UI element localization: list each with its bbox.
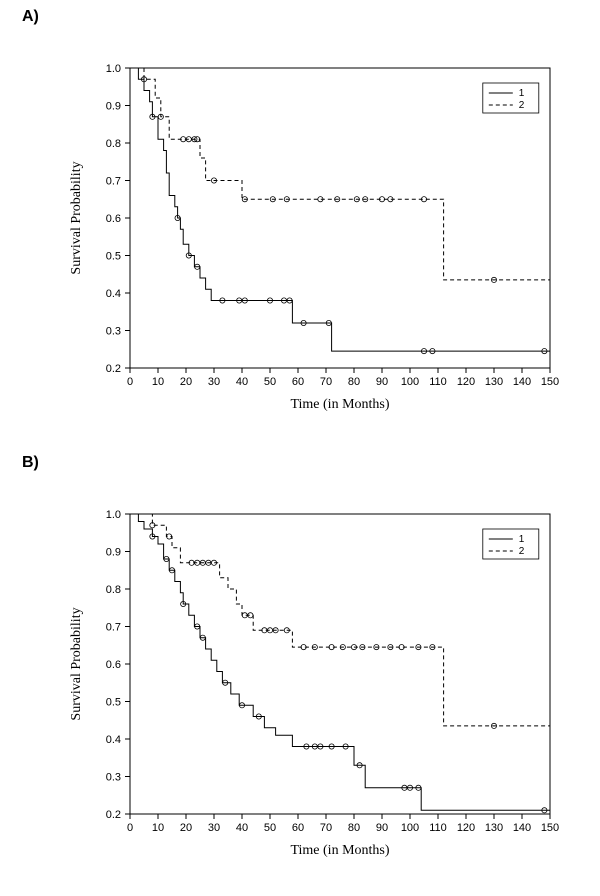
svg-text:2: 2: [519, 100, 525, 111]
svg-text:0.7: 0.7: [106, 622, 121, 634]
svg-text:140: 140: [513, 822, 531, 834]
svg-text:20: 20: [180, 376, 192, 388]
svg-text:130: 130: [485, 822, 503, 834]
svg-text:1: 1: [519, 534, 525, 545]
panel-a-label: A): [22, 8, 39, 26]
svg-text:0.3: 0.3: [106, 326, 121, 338]
svg-text:1.0: 1.0: [106, 509, 121, 521]
svg-text:0.6: 0.6: [106, 659, 121, 671]
figure-page: { "panels": { "A": { "label": "A)", "lab…: [0, 0, 600, 896]
panel-a-chart: 0 10 20 30 40 50 60 70 80 90 100 110 120 130 140 150 Tim…: [40, 54, 570, 424]
svg-text:Time (in Months): Time (in Months): [290, 397, 389, 412]
svg-text:40: 40: [236, 376, 248, 388]
svg-text:1: 1: [519, 88, 525, 99]
svg-text:80: 80: [348, 822, 360, 834]
svg-text:110: 110: [429, 822, 447, 834]
svg-text:Survival Probability: Survival Probability: [69, 607, 84, 720]
svg-text:150: 150: [541, 822, 559, 834]
svg-text:10: 10: [152, 822, 164, 834]
svg-text:10: 10: [152, 376, 164, 388]
svg-text:0.9: 0.9: [106, 547, 121, 559]
svg-text:0.8: 0.8: [106, 138, 121, 150]
svg-text:Survival Probability: Survival Probability: [69, 161, 84, 274]
svg-text:70: 70: [320, 822, 332, 834]
svg-text:0.4: 0.4: [106, 734, 121, 746]
svg-text:30: 30: [208, 822, 220, 834]
svg-text:0.5: 0.5: [106, 697, 121, 709]
svg-text:0.2: 0.2: [106, 809, 121, 821]
svg-text:130: 130: [485, 376, 503, 388]
svg-text:100: 100: [401, 376, 419, 388]
svg-text:0: 0: [127, 822, 133, 834]
svg-text:120: 120: [457, 822, 475, 834]
panel-b-chart: 0 10 20 30 40 50 60 70 80 90 100 110 120 130 140 150 Tim…: [40, 500, 570, 870]
svg-text:140: 140: [513, 376, 531, 388]
svg-text:0.9: 0.9: [106, 101, 121, 113]
svg-text:50: 50: [264, 822, 276, 834]
svg-text:60: 60: [292, 822, 304, 834]
svg-text:0.2: 0.2: [106, 363, 121, 375]
svg-text:90: 90: [376, 822, 388, 834]
svg-text:Time (in Months): Time (in Months): [290, 843, 389, 858]
svg-text:0.7: 0.7: [106, 176, 121, 188]
svg-text:50: 50: [264, 376, 276, 388]
svg-text:120: 120: [457, 376, 475, 388]
svg-text:40: 40: [236, 822, 248, 834]
svg-text:110: 110: [429, 376, 447, 388]
svg-text:0: 0: [127, 376, 133, 388]
svg-text:100: 100: [401, 822, 419, 834]
svg-text:90: 90: [376, 376, 388, 388]
svg-text:150: 150: [541, 376, 559, 388]
svg-text:1.0: 1.0: [106, 63, 121, 75]
svg-text:20: 20: [180, 822, 192, 834]
svg-text:0.3: 0.3: [106, 772, 121, 784]
svg-text:0.8: 0.8: [106, 584, 121, 596]
svg-text:70: 70: [320, 376, 332, 388]
svg-text:60: 60: [292, 376, 304, 388]
svg-text:0.5: 0.5: [106, 251, 121, 263]
svg-text:80: 80: [348, 376, 360, 388]
panel-b-label: B): [22, 454, 39, 472]
svg-text:0.4: 0.4: [106, 288, 121, 300]
svg-text:2: 2: [519, 546, 525, 557]
svg-text:0.6: 0.6: [106, 213, 121, 225]
svg-text:30: 30: [208, 376, 220, 388]
